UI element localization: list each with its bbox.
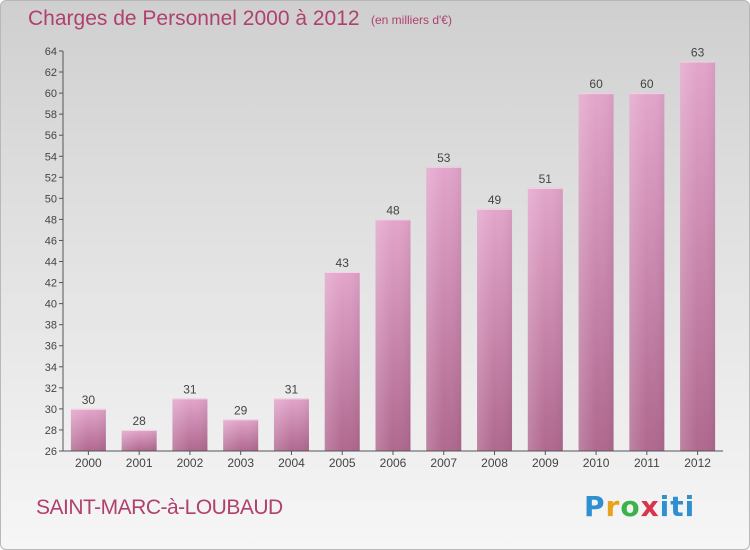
axis-layer: 26 28 30 32 34 36 38 40 42 44 46 48 50 52 54 56 58 60 62 64…	[45, 46, 723, 470]
data-label: 63	[691, 46, 705, 60]
data-label: 51	[539, 172, 553, 186]
y-tick-label: 36	[45, 341, 57, 353]
data-label: 31	[285, 382, 299, 396]
bar-shade	[172, 398, 208, 451]
y-tick-label: 28	[45, 425, 57, 437]
bar-2001	[121, 429, 157, 451]
bar-shade	[680, 61, 716, 452]
x-tick-label: 2008	[481, 456, 508, 470]
y-tick-label: 54	[45, 151, 57, 163]
data-labels-layer: 30 28 31 29 31 43 48 53 49 51 60 60 63	[82, 46, 705, 428]
data-label: 31	[183, 382, 197, 396]
x-tick-label: 2011	[634, 456, 660, 470]
y-tick-label: 26	[45, 446, 57, 458]
proxiti-logo: Proxiti	[584, 490, 696, 523]
y-tick-label: 46	[45, 235, 57, 247]
y-tick-label: 60	[45, 88, 57, 100]
chart-subtitle: (en milliers d'€)	[371, 13, 452, 27]
chart-title: Charges de Personnel 2000 à 2012	[28, 7, 360, 30]
x-tick-label: 2007	[430, 456, 457, 470]
bar-2010	[578, 93, 614, 452]
y-tick-label: 52	[45, 172, 57, 184]
bar-shade	[375, 219, 411, 451]
bar-shade	[324, 272, 360, 451]
y-tick-label: 38	[45, 320, 57, 332]
y-tick-label: 50	[45, 193, 57, 205]
x-tick-label: 2005	[329, 456, 356, 470]
bar-2002	[172, 398, 208, 451]
x-tick-label: 2004	[278, 456, 305, 470]
y-tick-label: 40	[45, 299, 57, 311]
x-tick-label: 2000	[75, 456, 102, 470]
data-label: 60	[589, 77, 603, 91]
bar-shade	[426, 166, 462, 451]
bar-2003	[223, 419, 259, 451]
data-label: 48	[386, 203, 400, 217]
data-label: 49	[488, 193, 502, 207]
x-tick-label: 2002	[177, 456, 204, 470]
y-tick-label: 56	[45, 130, 57, 142]
bar-2011	[629, 93, 665, 452]
y-tick-label: 58	[45, 109, 57, 121]
bars-layer	[70, 61, 716, 452]
x-tick-label: 2012	[684, 456, 711, 470]
data-label: 29	[234, 403, 248, 417]
bar-shade	[121, 429, 157, 451]
x-tick-label: 2003	[227, 456, 254, 470]
data-label: 60	[640, 77, 654, 91]
x-tick-label: 2009	[532, 456, 559, 470]
data-label: 28	[132, 414, 146, 428]
bar-shade	[70, 408, 106, 451]
bar-2004	[273, 398, 309, 451]
bar-2012	[680, 61, 716, 452]
y-tick-label: 32	[45, 383, 57, 395]
data-label: 43	[336, 256, 350, 270]
commune-name: SAINT-MARC-à-LOUBAUD	[36, 496, 283, 519]
x-tick-label: 2001	[126, 456, 153, 470]
bar-shade	[629, 93, 665, 452]
x-tick-label: 2006	[380, 456, 407, 470]
x-tick-label: 2010	[583, 456, 610, 470]
bar-2008	[477, 208, 513, 451]
y-tick-label: 62	[45, 67, 57, 79]
bar-2005	[324, 272, 360, 451]
bar-2006	[375, 219, 411, 451]
bar-2000	[70, 408, 106, 451]
bar-shade	[273, 398, 309, 451]
data-label: 53	[437, 151, 451, 165]
bar-2009	[527, 187, 563, 451]
bar-shade	[578, 93, 614, 452]
bar-shade	[477, 208, 513, 451]
y-tick-label: 48	[45, 214, 57, 226]
y-tick-label: 42	[45, 278, 57, 290]
y-tick-label: 34	[45, 362, 57, 374]
y-tick-label: 30	[45, 404, 57, 416]
y-tick-label: 44	[45, 257, 57, 269]
y-tick-label: 64	[45, 46, 57, 58]
bar-shade	[527, 187, 563, 451]
bar-2007	[426, 166, 462, 451]
data-label: 30	[82, 393, 96, 407]
bar-shade	[223, 419, 259, 451]
